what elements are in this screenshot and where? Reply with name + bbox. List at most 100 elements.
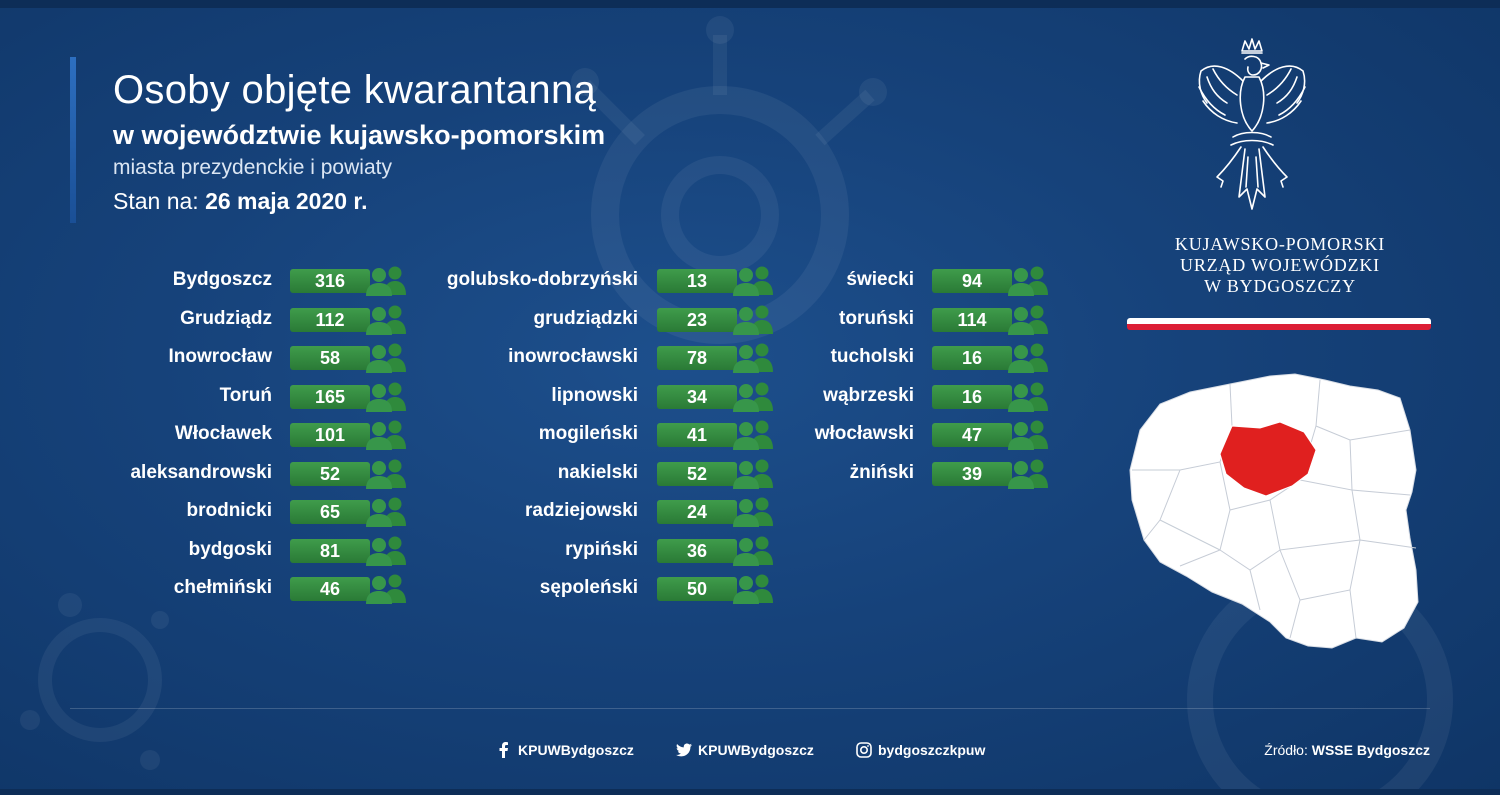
office-line-3: W BYDGOSZCZY [1204,276,1356,296]
people-icon [1006,304,1052,336]
quarantine-count: 78 [657,346,737,370]
twitter-icon [676,743,692,757]
bottom-band [0,789,1500,795]
quarantine-count: 24 [657,500,737,524]
region-name: brodnicki [186,500,272,521]
people-icon [364,342,410,374]
people-icon [1006,342,1052,374]
quarantine-count: 36 [657,538,737,563]
people-icon [364,265,410,297]
people-icon [364,381,410,413]
people-icon [1006,265,1052,297]
office-name: KUJAWSKO-POMORSKI URZĄD WOJEWÓDZKI W BYD… [1130,234,1430,297]
quarantine-count: 81 [290,538,370,563]
people-icon [364,535,410,567]
region-name: sępoleński [539,577,638,598]
top-band [0,0,1500,8]
region-name: rypiński [565,538,638,560]
quarantine-count: 58 [290,346,370,370]
quarantine-count: 52 [290,461,370,486]
people-icon [731,265,777,297]
page-description: miasta prezydenckie i powiaty [113,156,392,179]
instagram-handle: bydgoszczkpuw [878,742,986,758]
region-name: włocławski [814,423,914,444]
status-date-prefix: Stan na: [113,188,199,214]
facebook-icon [499,742,508,758]
region-name: toruński [839,307,914,329]
region-name: wąbrzeski [823,384,914,406]
poland-map [1129,373,1419,649]
quarantine-count: 23 [657,307,737,332]
region-name: Grudziądz [180,307,272,329]
quarantine-count: 41 [657,423,737,447]
office-line-2: URZĄD WOJEWÓDZKI [1180,255,1380,275]
quarantine-count: 101 [290,423,370,447]
people-icon [364,304,410,336]
people-icon [731,304,777,336]
status-date: Stan na: 26 maja 2020 r. [113,188,368,215]
page-title: Osoby objęte kwarantanną [113,68,597,112]
people-icon [1006,458,1052,490]
region-name: golubsko-dobrzyński [446,269,638,290]
region-name: mogileński [538,423,638,444]
region-name: chełmiński [173,577,272,598]
source-note: Źródło: WSSE Bydgoszcz [1264,742,1430,758]
people-icon [1006,381,1052,413]
people-icon [364,496,410,528]
quarantine-count: 94 [932,269,1012,293]
quarantine-count: 114 [932,307,1012,332]
region-name: nakielski [557,461,638,483]
region-name: bydgoski [188,538,272,560]
people-icon [731,496,777,528]
page-subtitle: w województwie kujawsko-pomorskim [113,120,606,150]
region-name: żniński [849,461,914,483]
office-line-1: KUJAWSKO-POMORSKI [1174,234,1386,254]
instagram-icon [856,742,872,758]
quarantine-count: 165 [290,384,370,409]
people-icon [731,573,777,605]
instagram-link[interactable]: bydgoszczkpuw [856,742,985,758]
people-icon [1006,419,1052,451]
polish-eagle-emblem-icon [1198,38,1306,210]
people-icon [731,342,777,374]
facebook-link[interactable]: KPUWBydgoszcz [496,742,634,758]
quarantine-count: 52 [657,461,737,486]
source-value: WSSE Bydgoszcz [1311,742,1430,758]
region-name: Toruń [219,384,272,406]
quarantine-count: 50 [657,577,737,601]
region-name: Inowrocław [168,346,272,367]
title-accent-bar [70,57,76,223]
region-name: Bydgoszcz [172,269,272,290]
quarantine-count: 16 [932,384,1012,409]
quarantine-count: 65 [290,500,370,524]
footer-separator [70,708,1430,709]
people-icon [731,419,777,451]
quarantine-count: 47 [932,423,1012,447]
status-date-value: 26 maja 2020 r. [205,188,368,214]
twitter-link[interactable]: KPUWBydgoszcz [676,742,814,758]
quarantine-count: 112 [290,307,370,332]
poland-outline [1129,373,1419,649]
kujawsko-pomorskie-region [1219,421,1317,497]
quarantine-count: 34 [657,384,737,409]
source-prefix: Źródło: [1264,742,1308,758]
quarantine-count: 46 [290,577,370,601]
region-name: tucholski [830,346,914,367]
people-icon [731,535,777,567]
region-name: lipnowski [551,384,638,406]
region-name: grudziądzki [533,307,638,329]
region-name: inowrocławski [508,346,638,367]
people-icon [364,419,410,451]
quarantine-count: 16 [932,346,1012,370]
people-icon [731,458,777,490]
quarantine-count: 316 [290,269,370,293]
people-icon [364,458,410,490]
quarantine-count: 39 [932,461,1012,486]
flag-red-stripe [1127,324,1431,330]
flag-white-stripe [1127,318,1431,324]
region-name: aleksandrowski [130,461,272,483]
people-icon [364,573,410,605]
region-name: Włocławek [174,423,272,444]
facebook-handle: KPUWBydgoszcz [518,742,634,758]
quarantine-count: 13 [657,269,737,293]
